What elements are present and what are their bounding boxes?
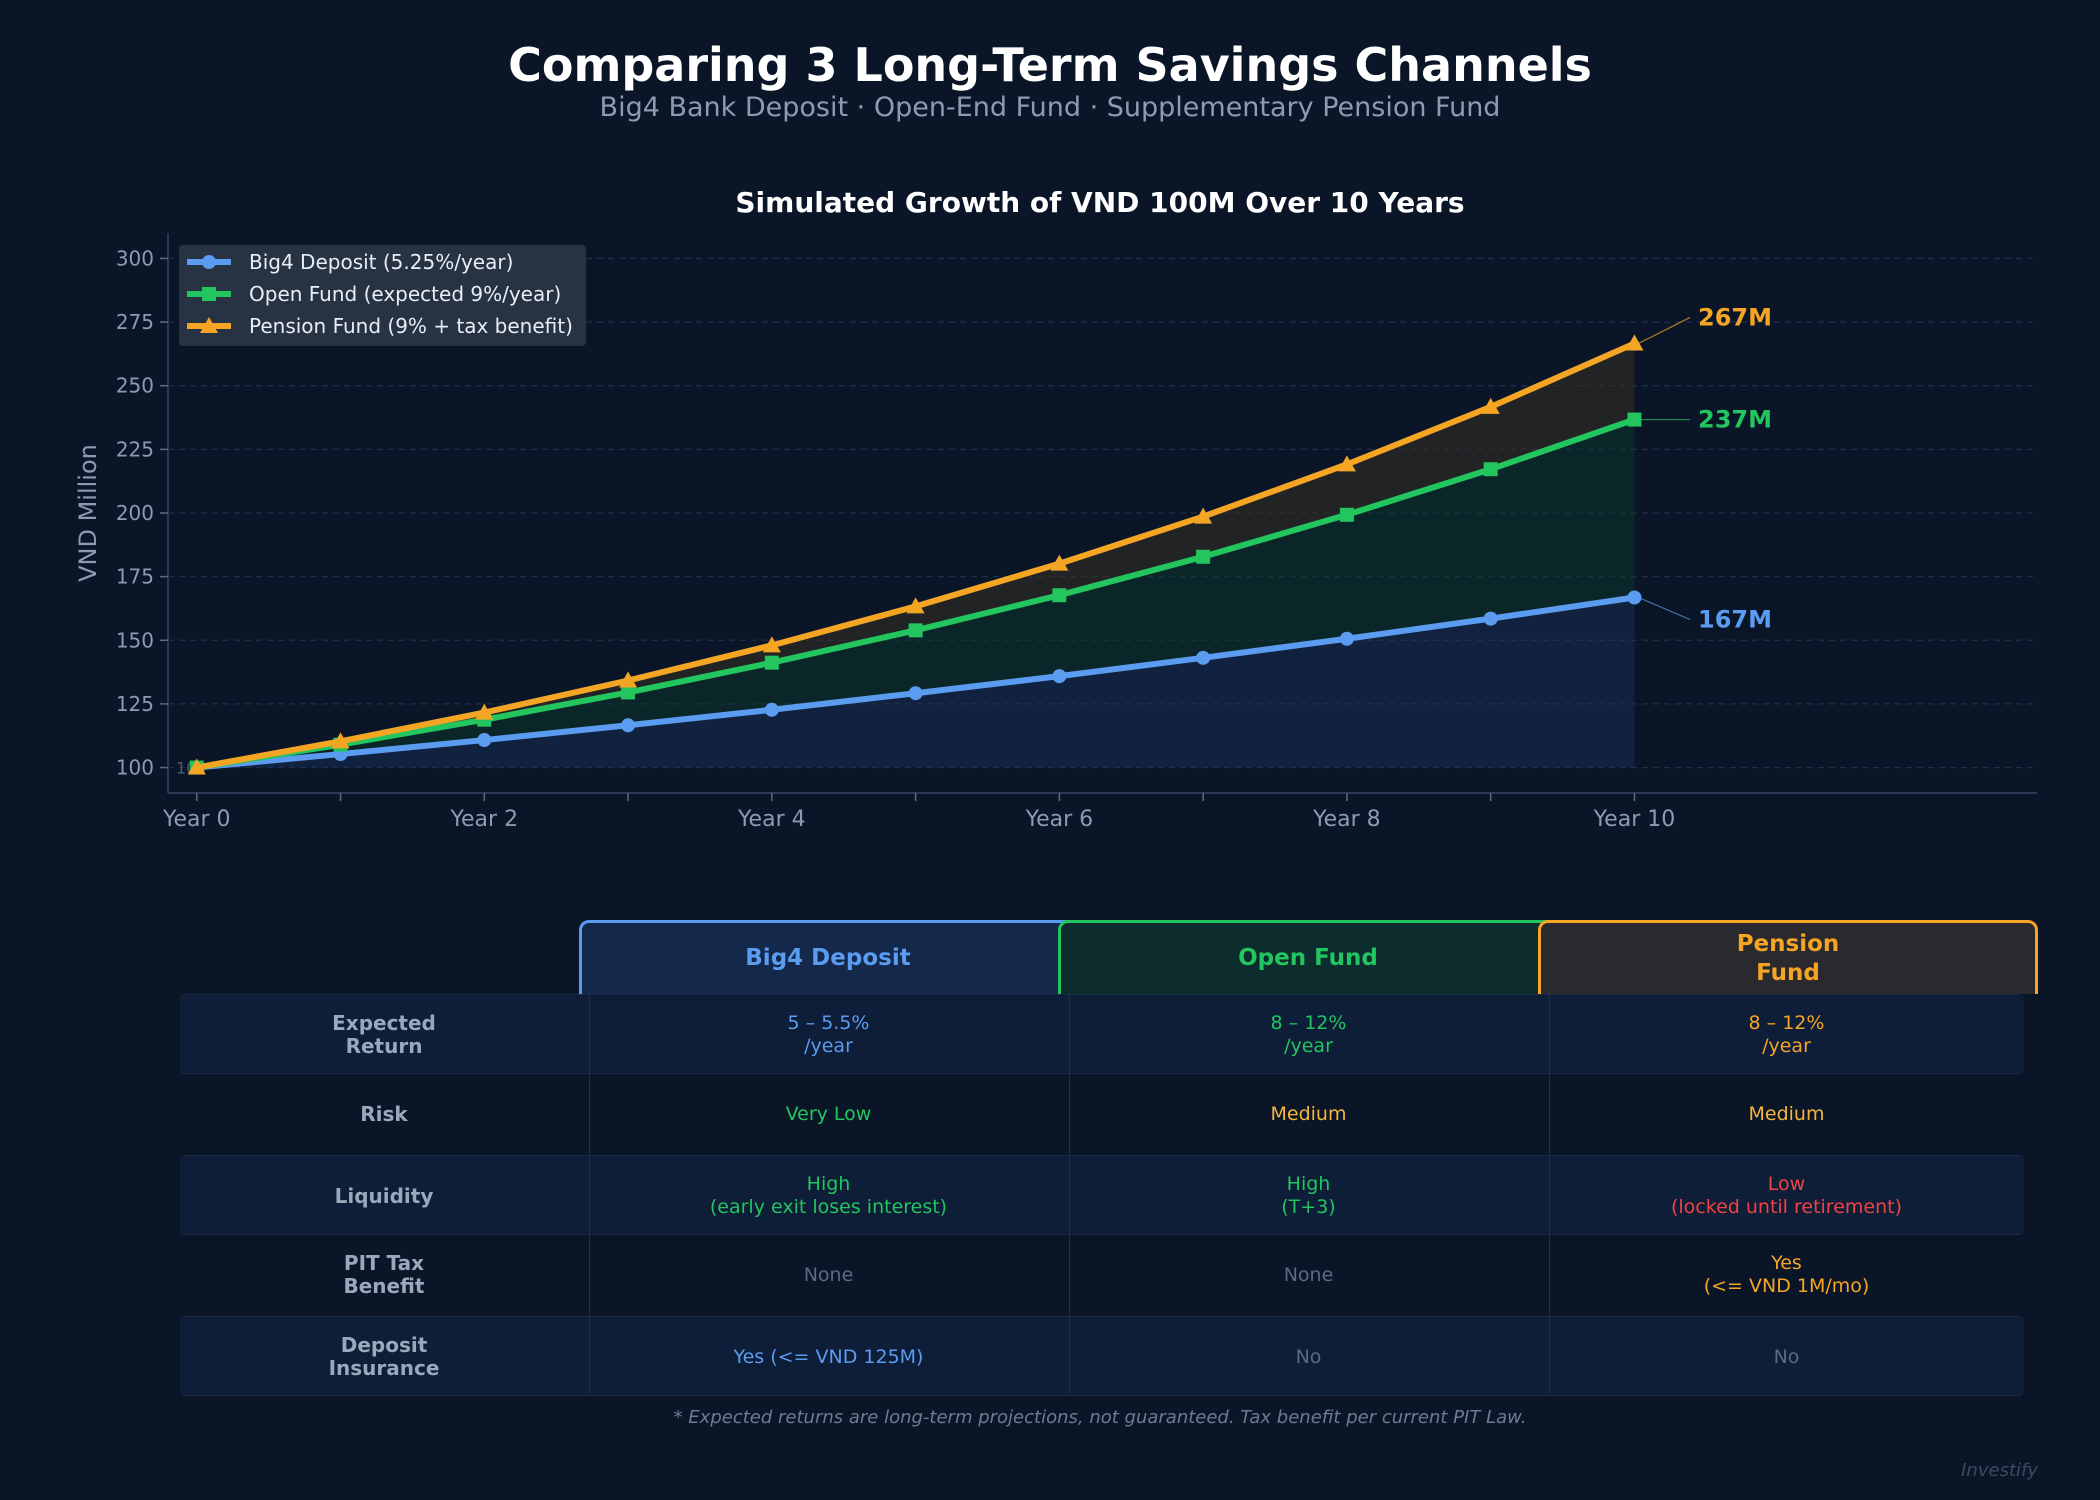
row-label: Risk [360, 1101, 408, 1126]
data-point [1483, 462, 1498, 477]
data-point [477, 733, 492, 748]
data-point [1339, 507, 1354, 522]
data-point [621, 685, 636, 700]
data-point [1625, 334, 1644, 351]
column-header-big4-deposit: Big4 Deposit [579, 920, 1077, 994]
data-point [1194, 507, 1213, 524]
row-label: PIT Tax Benefit [343, 1251, 425, 1298]
y-tick-label: 275 [116, 310, 154, 334]
page-title: Comparing 3 Long-Term Savings Channels [508, 38, 1592, 92]
y-tick-label: 300 [116, 246, 154, 270]
column-divider [1069, 994, 1070, 1394]
table-cell: High (early exit loses interest) [709, 1173, 948, 1218]
table-cell: High (T+3) [1281, 1173, 1336, 1218]
page-subtitle: Big4 Bank Deposit · Open-End Fund · Supp… [599, 92, 1501, 123]
table-cell: None [1283, 1263, 1334, 1286]
growth-chart: 100 125 150 175 200 225 250 275 300 Year 0 Year 2 Y… [74, 233, 2037, 832]
x-tick-label: Year 0 [162, 807, 231, 832]
data-point [908, 623, 923, 638]
data-point [1627, 590, 1642, 605]
data-point [1052, 588, 1067, 603]
table-cell: Very Low [785, 1102, 872, 1125]
data-point [764, 655, 779, 670]
table-cell: No [1295, 1345, 1322, 1368]
y-axis-label: VND Million [74, 444, 102, 582]
y-tick-label: 125 [116, 692, 154, 716]
data-point [1339, 631, 1354, 646]
end-label: 237M [1698, 406, 1772, 434]
row-liquidity: Liquidity High (early exit loses interes… [180, 1155, 2024, 1235]
data-point [187, 758, 206, 775]
legend-marker [202, 287, 216, 301]
legend-label: Pension Fund (9% + tax benefit) [249, 314, 573, 338]
data-point [1050, 554, 1069, 571]
table-cell: Medium [1748, 1102, 1825, 1125]
data-point [619, 671, 638, 688]
row-deposit-insurance: Deposit Insurance Yes (<= VND 125M) No N… [180, 1316, 2024, 1396]
data-point [906, 597, 925, 614]
data-point [1196, 549, 1211, 564]
data-point [1052, 669, 1067, 684]
end-label-leader [1638, 316, 1691, 345]
column-header-label: Pension Fund [1736, 930, 1840, 986]
column-header-pension-fund: Pension Fund [1538, 920, 2038, 994]
end-label-leader [1638, 596, 1691, 621]
data-point [1481, 397, 1500, 414]
legend-label: Open Fund (expected 9%/year) [249, 282, 561, 306]
area-fill-open-fund [196, 419, 1635, 768]
column-header-label: Big4 Deposit [745, 945, 911, 971]
x-tick-label: Year 2 [450, 807, 519, 832]
legend-label: Big4 Deposit (5.25%/year) [249, 250, 513, 274]
column-divider [1549, 994, 1550, 1394]
footnote: * Expected returns are long-term project… [673, 1407, 1527, 1428]
data-point [908, 686, 923, 701]
legend-marker [202, 255, 216, 269]
data-point [1483, 611, 1498, 626]
table-cell: Yes (<= VND 125M) [733, 1345, 924, 1368]
area-fill-big4 [196, 597, 1635, 768]
data-point [1337, 455, 1356, 472]
table-cell: 5 – 5.5% /year [787, 1012, 870, 1057]
y-tick-label: 100 [116, 756, 154, 780]
row-pit-tax-benefit: PIT Tax Benefit None None Yes (<= VND 1M… [180, 1235, 2024, 1315]
table-cell: Yes (<= VND 1M/mo) [1703, 1252, 1870, 1297]
x-tick-label: Year 8 [1312, 807, 1381, 832]
legend-marker [200, 317, 218, 333]
data-point [331, 732, 350, 749]
data-point [764, 702, 779, 717]
row-label: Expected Return [332, 1011, 436, 1058]
table-cell: Medium [1270, 1102, 1347, 1125]
column-header-label: Open Fund [1238, 945, 1378, 971]
x-tick-label: Year 10 [1593, 807, 1676, 832]
row-expected-return: Expected Return 5 – 5.5% /year 8 – 12% /… [180, 994, 2024, 1074]
end-label: 167M [1698, 606, 1772, 634]
data-point [621, 718, 636, 733]
table-cell: Low (locked until retirement) [1670, 1173, 1902, 1218]
table-cell: None [803, 1263, 854, 1286]
chart-title: Simulated Growth of VND 100M Over 10 Yea… [735, 186, 1465, 219]
watermark: Investify [1961, 1460, 2038, 1481]
row-risk: Risk Very Low Medium Medium [180, 1074, 2024, 1154]
table-cell: 8 – 12% /year [1270, 1012, 1347, 1057]
table-cell: No [1773, 1345, 1800, 1368]
y-tick-label: 150 [116, 628, 154, 652]
y-tick-label: 200 [116, 501, 154, 525]
column-header-open-fund: Open Fund [1058, 920, 1558, 994]
row-label: Deposit Insurance [328, 1333, 440, 1380]
row-label: Liquidity [334, 1183, 434, 1208]
data-point [1627, 412, 1642, 427]
column-divider [589, 994, 590, 1394]
x-tick-label: Year 4 [737, 807, 806, 832]
data-point [762, 636, 781, 653]
legend-box [179, 245, 586, 346]
table-cell: 8 – 12% /year [1748, 1012, 1825, 1057]
y-tick-label: 175 [116, 565, 154, 589]
legend: Big4 Deposit (5.25%/year) Open Fund (expe… [179, 245, 586, 346]
data-point [475, 703, 494, 720]
data-point [1196, 650, 1211, 665]
end-label: 267M [1698, 303, 1772, 331]
y-tick-label: 225 [116, 437, 154, 461]
x-tick-label: Year 6 [1025, 807, 1094, 832]
y-tick-label: 250 [116, 374, 154, 398]
